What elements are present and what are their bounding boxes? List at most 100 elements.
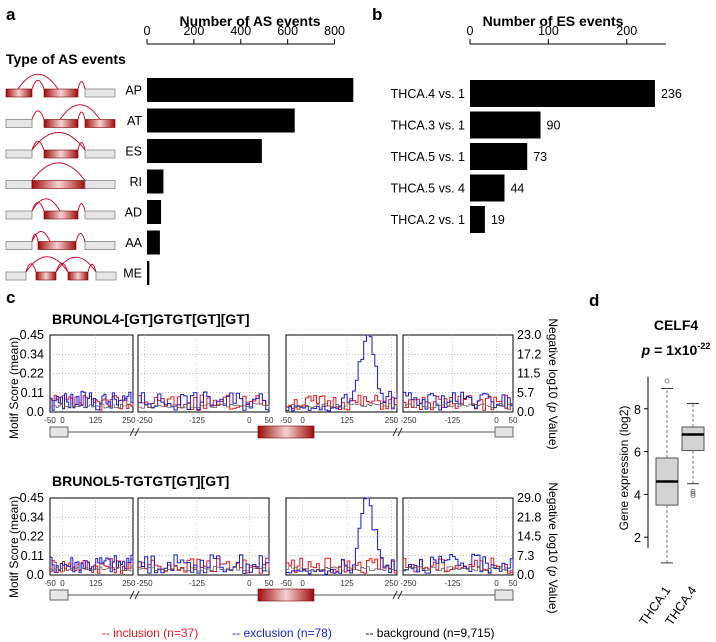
a-schem-arc-ME-2: [87, 263, 97, 273]
c1-curve-0-2: [50, 566, 134, 572]
a-schem-exon-gray-AA-2: [84, 241, 116, 250]
b-bar-0: [470, 80, 655, 107]
c1-curve-3-2: [403, 566, 514, 572]
a-category-AA: AA: [125, 236, 142, 250]
c1-exon-left: [49, 589, 69, 601]
a-bar-AP: [147, 78, 354, 102]
a-schem-exon-red-AP-0: [5, 88, 33, 98]
c1-xtick-2-2: 125: [340, 579, 354, 588]
a-schem-arc-ME-0: [25, 263, 37, 273]
legend-exclusion: -- exclusion (n=78): [232, 626, 332, 640]
c0-y2tick-0: 23.0: [517, 328, 541, 342]
b-value-label-4: 19: [491, 213, 505, 227]
c1-xtick-0-1: 0: [60, 579, 65, 588]
c0-ytick-3: 0.11: [21, 386, 44, 400]
panel-d-ylabel: Gene expression (log2): [617, 406, 631, 531]
c1-y2tick-1: 21.8: [517, 510, 541, 524]
b-value-label-0: 236: [661, 87, 682, 101]
c0-y2tick-2: 11.5: [517, 367, 540, 381]
a-tick-label-0: 0: [144, 24, 151, 38]
a-schem-arc-AD-2: [31, 198, 61, 212]
c1-break-0: [129, 590, 140, 600]
c1-exon-center: [257, 588, 315, 602]
c1-ytick-4: 0.0: [27, 568, 44, 582]
panel-c-bottom-ylabel: Motif Score (mean): [7, 496, 21, 598]
panel-a-axis: 0 200 400 600 800: [144, 24, 345, 45]
a-tick-label-4: 800: [324, 24, 345, 38]
a-category-AT: AT: [127, 114, 142, 128]
a-bar-AD: [147, 200, 162, 224]
c0-y2tick-4: 0.0: [517, 405, 534, 419]
c0-exon-left: [49, 426, 69, 438]
c0-xtick-1-3: 50: [265, 416, 274, 425]
a-schem-exon-red-AA-1: [37, 241, 77, 250]
c0-xtick-3-0: -250: [400, 416, 417, 425]
c1-xtick-2-0: -50: [280, 579, 292, 588]
c0-y2tick-1: 17.2: [517, 347, 541, 361]
panel-c-top-ylabel: Motif Score (mean): [7, 337, 21, 439]
panel-d-title: CELF4: [654, 317, 699, 333]
a-schem-arc-AA-1: [75, 233, 86, 242]
a-schem-arc-ME-4: [55, 256, 97, 273]
c1-xtick-3-2: 0: [494, 579, 499, 588]
c1-xtick-3-0: -250: [400, 579, 417, 588]
c0-xtick-2-2: 125: [340, 416, 354, 425]
c1-curve-1-2: [138, 566, 270, 572]
c0-xtick-2-0: -50: [280, 416, 292, 425]
c0-xtick-0-1: 0: [60, 416, 65, 425]
c0-xtick-0-0: -50: [44, 416, 56, 425]
c0-xtick-3-1: -125: [444, 416, 461, 425]
a-schem-exon-gray-RI-0: [5, 180, 33, 189]
a-bar-ES: [147, 139, 262, 163]
a-schem-exon-gray-AP-2: [84, 88, 116, 98]
a-schem-arc-ES-0: [31, 140, 45, 151]
c0-ytick-4: 0.0: [27, 405, 44, 419]
panel-b-title: Number of ES events: [483, 13, 624, 29]
panel-d-pvalue: p = 1x10-22: [641, 341, 711, 358]
d-ytick-label-2: 6: [634, 446, 641, 460]
c0-exon-right: [494, 426, 514, 438]
a-schem-arc-AP-1: [77, 80, 86, 90]
panel-a-bars: [147, 78, 354, 285]
c1-y2tick-3: 7.3: [517, 549, 534, 563]
panel-c-top-y2label: Negative log10 (p Value): [546, 318, 560, 449]
c1-xtick-1-1: -125: [189, 579, 206, 588]
c0-curve-1-2: [138, 403, 270, 409]
b-value-label-3: 44: [510, 182, 524, 196]
a-schem-exon-gray-ME-0: [5, 271, 27, 281]
a-bar-AA: [147, 230, 160, 255]
c0-xtick-1-2: 0: [247, 416, 252, 425]
a-schem-exon-red-RI-1: [31, 180, 86, 189]
a-schem-arc-AT-0: [31, 110, 45, 120]
a-schem-exon-gray-AD-2: [84, 210, 116, 220]
c0-break-0: [129, 427, 140, 437]
a-schem-arc-AP-0: [31, 79, 45, 90]
a-tick-label-3: 600: [277, 24, 298, 38]
c0-curve-2-1: [286, 334, 398, 412]
b-category-2: THCA.5 vs. 1: [391, 150, 465, 164]
a-schem-arc-AT-1: [77, 111, 86, 120]
c0-ytick-0: 0.45: [20, 328, 44, 342]
a-schem-exon-gray-AD-0: [5, 210, 33, 220]
d-ytick-label-3: 8: [634, 403, 641, 417]
a-bar-ME: [147, 261, 150, 285]
a-schem-exon-red-AP-1: [43, 88, 79, 98]
legend-background: -- background (n=9,715): [365, 626, 494, 640]
a-tick-label-1: 200: [183, 24, 204, 38]
d-ytick-label-0: 2: [634, 531, 641, 545]
c1-curve-0-1: [50, 554, 134, 574]
a-schem-exon-gray-ES-0: [5, 149, 33, 159]
c1-xtick-0-0: -50: [44, 579, 56, 588]
a-schem-arc-ES-1: [77, 141, 86, 151]
a-schem-exon-red-AT-2: [84, 119, 116, 128]
c1-xtick-1-3: 50: [265, 579, 274, 588]
panel-label-a: a: [6, 5, 16, 24]
panel-c-bottom-y2label: Negative log10 (p Value): [546, 482, 560, 613]
c1-curve-2-2: [286, 566, 398, 572]
b-tick-label-0: 0: [467, 24, 474, 38]
c1-xtick-1-2: 0: [247, 579, 252, 588]
b-bar-1: [470, 111, 541, 139]
a-category-AP: AP: [125, 84, 142, 98]
a-category-RI: RI: [130, 175, 143, 189]
